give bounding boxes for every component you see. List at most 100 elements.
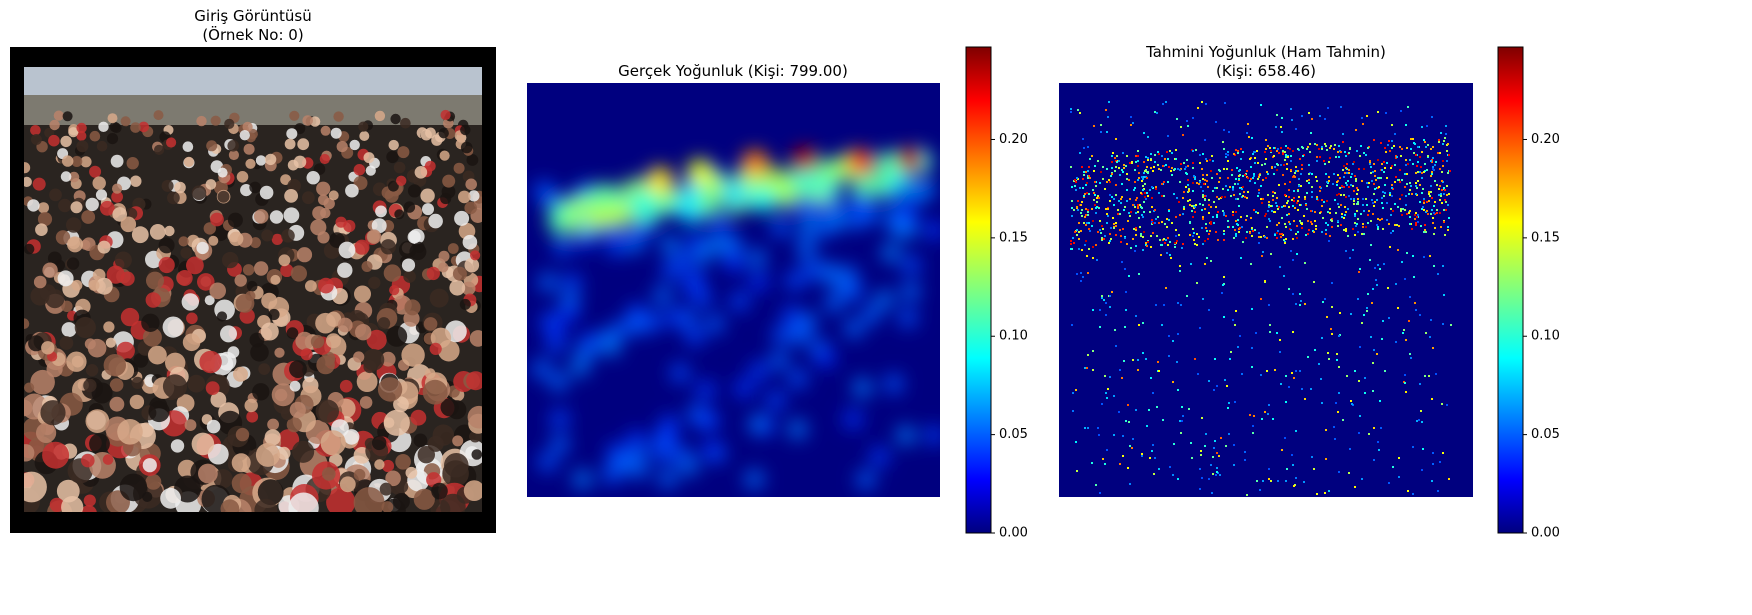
image-texture — [468, 190, 480, 202]
density-blob — [843, 409, 863, 430]
speckle — [1085, 171, 1087, 173]
image-texture — [146, 271, 164, 290]
speckle — [1316, 180, 1318, 182]
density-blob — [684, 326, 705, 346]
speckle — [1228, 131, 1230, 133]
speckle — [1299, 293, 1301, 295]
image-texture — [145, 474, 162, 490]
speckle — [1391, 195, 1393, 197]
speckle — [1405, 391, 1407, 393]
speckle — [1103, 299, 1105, 301]
speckle — [1391, 165, 1393, 167]
image-texture — [315, 399, 339, 423]
speckle — [1252, 425, 1254, 427]
speckle — [1404, 186, 1406, 188]
image-texture — [452, 266, 467, 281]
image-texture — [413, 241, 425, 253]
speckle — [1142, 236, 1144, 238]
speckle — [1158, 168, 1160, 170]
speckle — [1368, 210, 1370, 212]
image-texture — [366, 229, 382, 244]
speckle — [1304, 398, 1306, 400]
image-texture — [253, 209, 269, 224]
image-texture — [42, 262, 58, 278]
speckle — [1382, 228, 1384, 230]
image-texture — [76, 140, 89, 153]
speckle — [1388, 223, 1390, 225]
speckle — [1335, 156, 1337, 158]
speckle — [1180, 304, 1182, 306]
image-texture — [280, 263, 294, 277]
speckle — [1187, 184, 1189, 186]
speckle — [1345, 196, 1347, 198]
image-texture — [111, 190, 123, 203]
speckle — [1233, 464, 1235, 466]
speckle — [1364, 392, 1366, 394]
speckle — [1409, 223, 1411, 225]
speckle — [1129, 198, 1131, 200]
speckle — [1324, 118, 1326, 120]
speckle — [1297, 209, 1299, 211]
speckle — [1240, 148, 1242, 150]
speckle — [1426, 125, 1428, 127]
speckle — [1362, 123, 1364, 125]
image-texture — [199, 350, 222, 374]
speckle — [1444, 234, 1446, 236]
image-texture — [335, 216, 347, 228]
speckle — [1273, 155, 1275, 157]
image-texture — [320, 430, 346, 456]
speckle — [1088, 175, 1090, 177]
image-texture — [356, 371, 378, 392]
speckle — [1106, 222, 1108, 224]
image-texture — [261, 229, 274, 242]
image-texture — [138, 121, 149, 133]
speckle — [1309, 151, 1311, 153]
speckle — [1235, 198, 1237, 200]
speckle — [1258, 176, 1260, 178]
speckle — [1366, 204, 1368, 206]
image-texture — [229, 231, 244, 246]
speckle — [1165, 239, 1167, 241]
image-texture — [359, 131, 370, 141]
speckle — [1135, 234, 1137, 236]
speckle — [1442, 160, 1444, 162]
speckle — [1397, 206, 1399, 208]
speckle — [1419, 201, 1421, 203]
colorbar-tick-label: 0.20 — [999, 132, 1028, 147]
speckle — [1145, 198, 1147, 200]
speckle — [1106, 168, 1108, 170]
speckle — [1180, 126, 1182, 128]
speckle — [1359, 155, 1361, 157]
speckle — [1262, 179, 1264, 181]
speckle — [1153, 166, 1155, 168]
speckle — [1343, 194, 1345, 196]
speckle — [1171, 167, 1173, 169]
speckle — [1354, 222, 1356, 224]
speckle — [1329, 208, 1331, 210]
speckle — [1431, 480, 1433, 482]
speckle — [1348, 472, 1350, 474]
speckle — [1167, 181, 1169, 183]
speckle — [1325, 233, 1327, 235]
speckle — [1171, 174, 1173, 176]
speckle — [1344, 151, 1346, 153]
speckle — [1134, 181, 1136, 183]
density-blob — [784, 270, 805, 291]
speckle — [1300, 300, 1302, 302]
image-texture — [463, 480, 482, 501]
speckle — [1374, 201, 1376, 203]
speckle — [1396, 224, 1398, 226]
speckle — [1079, 152, 1081, 154]
speckle — [1261, 418, 1263, 420]
speckle — [1253, 209, 1255, 211]
speckle — [1381, 163, 1383, 165]
speckle — [1123, 360, 1125, 362]
speckle — [1376, 199, 1378, 201]
image-texture — [116, 341, 135, 361]
image-texture — [274, 347, 285, 358]
speckle — [1370, 172, 1372, 174]
speckle — [1078, 231, 1080, 233]
panel-title: (Örnek No: 0) — [202, 25, 303, 44]
image-texture — [41, 341, 55, 355]
speckle — [1231, 174, 1233, 176]
